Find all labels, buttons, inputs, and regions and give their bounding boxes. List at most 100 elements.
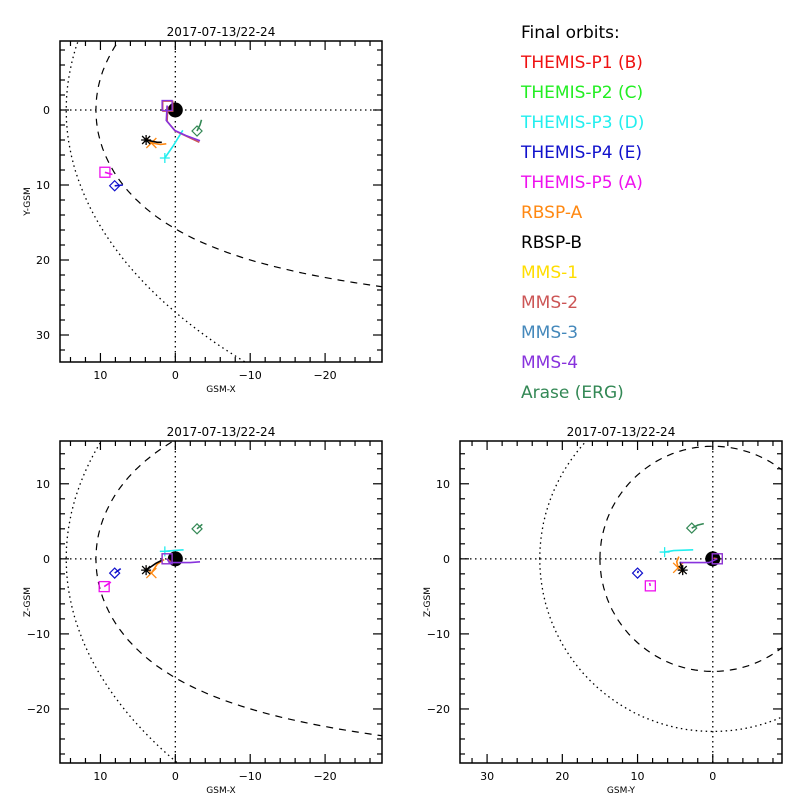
orbit-track [104,171,113,176]
spacecraft-themis-p5-a [98,580,112,593]
plot-frame [59,440,383,764]
legend-item: MMS-1 [521,263,579,283]
y-tick-label: 0 [43,104,50,117]
plot-area [460,441,782,763]
spacecraft-themis-p4-e [108,179,123,192]
spacecraft-marker [644,580,656,592]
orbit-track [691,522,704,529]
orbit-track [680,558,718,564]
spacecraft-arase-erg [191,119,203,137]
plot-frame [459,440,783,764]
magnetopause-boundary [95,441,382,737]
spacecraft-marker [108,179,121,192]
plot-area [60,441,382,763]
spacecraft-mms-4 [680,553,723,565]
legend: Final orbits: THEMIS-P1 (B) THEMIS-P2 (C… [521,18,644,408]
x-tick-label: −20 [313,369,336,382]
legend-item: THEMIS-P1 (B) [521,53,643,73]
spacecraft-themis-p4-e [108,567,122,579]
y-tick-label: −10 [27,628,50,641]
x-axis-label: GSM-Y [607,786,636,796]
magnetopause-boundary [599,445,782,673]
y-tick-label: −20 [27,703,50,716]
spacecraft-marker [711,553,723,565]
legend-item: Arase (ERG) [521,383,624,403]
spacecraft-marker [108,567,121,579]
spacecraft-mms-4 [161,99,201,142]
legend-item: THEMIS-P5 (A) [521,173,643,193]
spacecraft-marker [141,135,152,145]
x-tick-label: 0 [172,369,179,382]
orbit-track [648,582,652,587]
magnetopause-boundary [95,41,382,288]
spacecraft-arase-erg [685,522,704,534]
x-tick-label: −20 [313,770,336,783]
x-tick-label: 10 [93,770,107,783]
y-tick-label: 10 [36,179,50,192]
y-tick-label: −10 [427,628,450,641]
spacecraft-themis-p3-d [659,547,694,558]
y-tick-label: 20 [36,254,50,267]
spacecraft-themis-p3-d [159,129,184,163]
orbit-track [196,119,203,132]
legend-item: RBSP-A [521,203,583,223]
spacecraft-marker [191,522,203,535]
legend-item: MMS-4 [521,353,579,373]
plot-title: 2017-07-13/22-24 [167,25,276,39]
plot-xy: 10 0 −10 −20 0 10 20 30 2017-07-13/22-24 GSM-X Y-G… [23,25,383,395]
spacecraft-rbsp-b [141,135,162,145]
spacecraft-marker [159,546,170,557]
orbit-track [166,558,201,564]
orbit-track [145,559,163,571]
orbit-track [165,105,201,142]
plot-title: 2017-07-13/22-24 [167,425,276,439]
spacecraft-marker [159,153,170,163]
legend-title: Final orbits: [521,23,620,43]
plot-xz: 10 0 −10 −20 10 0 −10 −20 2017-07-13/22-24 GSM-X Z… [23,425,383,796]
legend-item: MMS-3 [521,323,579,343]
spacecraft-marker [162,100,174,112]
spacecraft-marker [677,565,688,576]
y-tick-label: 0 [43,553,50,566]
x-tick-label: 30 [480,770,494,783]
legend-item: RBSP-B [521,233,583,253]
bow-shock-boundary [65,41,247,362]
y-axis-label: Z-GSM [23,587,33,617]
x-tick-label: 10 [631,770,645,783]
x-tick-label: −10 [239,369,262,382]
spacecraft-themis-p4-e [631,567,644,579]
orbit-track [675,556,680,568]
spacecraft-themis-p5-a [99,166,113,178]
x-tick-label: −10 [239,770,262,783]
y-axis-label: Y-GSM [23,187,33,216]
spacecraft-themis-p3-d [159,546,184,557]
spacecraft-marker [141,565,152,576]
plot-yz: 30 20 10 0 10 0 −10 −20 2017-07-13/22-24 GSM-Y Z-G… [423,425,783,796]
y-tick-label: 30 [36,329,50,342]
y-axis-label: Z-GSM [423,587,433,617]
spacecraft-marker [659,547,670,558]
orbit-track [103,581,112,588]
x-tick-label: 0 [709,770,716,783]
x-tick-label: 20 [555,770,569,783]
x-tick-label: 10 [93,369,107,382]
legend-item: THEMIS-P2 (C) [521,83,644,103]
plot-title: 2017-07-13/22-24 [567,425,676,439]
plot-area [60,41,382,362]
orbit-track [164,129,184,159]
spacecraft-marker [161,99,173,112]
orbit-track [636,570,640,574]
spacecraft-rbsp-b [141,559,163,576]
spacecraft-marker [685,522,698,534]
spacecraft-marker [161,553,173,565]
orbit-track [145,139,162,144]
legend-item: THEMIS-P3 (D) [521,113,645,133]
x-tick-label: 0 [172,770,179,783]
spacecraft-marker [98,580,110,593]
spacecraft-mms-4 [161,553,201,565]
y-tick-label: 0 [443,553,450,566]
y-tick-label: 10 [436,478,450,491]
spacecraft-marker [631,567,644,579]
legend-item: MMS-2 [521,293,579,313]
